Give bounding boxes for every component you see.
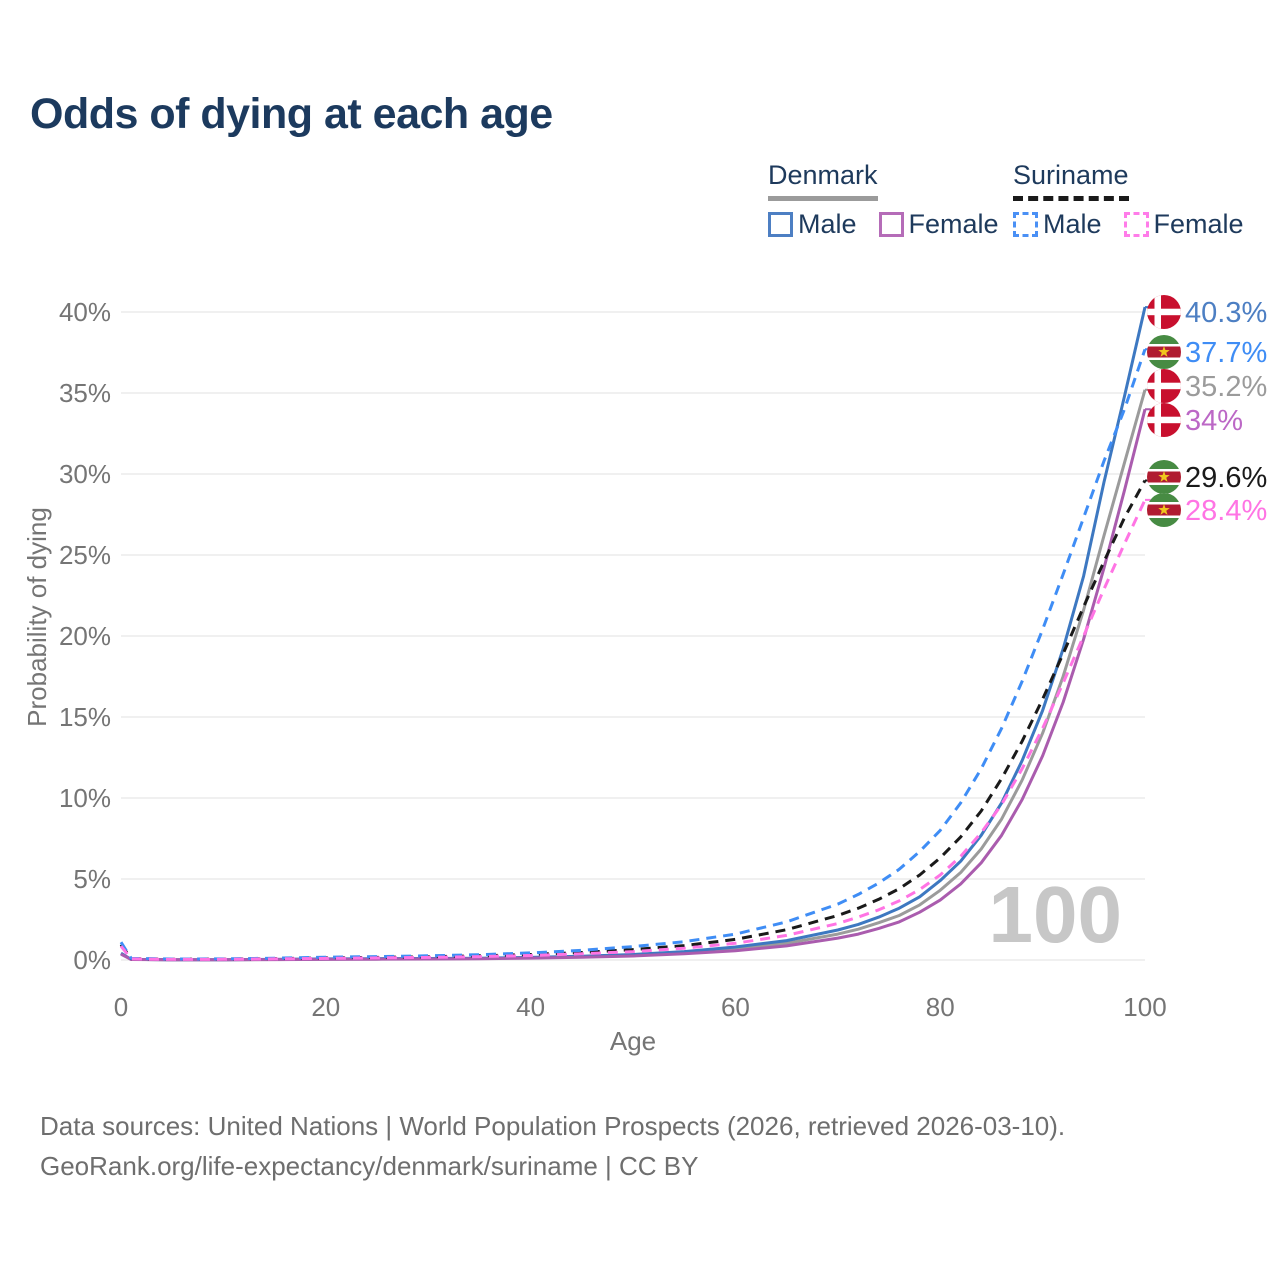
y-tick-label: 40% (59, 297, 111, 327)
y-tick-label: 5% (73, 864, 111, 894)
suriname-flag-icon (1147, 493, 1181, 527)
series-line-denmark-male (120, 306, 1147, 962)
denmark-female-swatch-icon (878, 212, 904, 237)
footer-attribution: GeoRank.org/life-expectancy/denmark/suri… (40, 1151, 699, 1181)
page-title: Odds of dying at each age (30, 90, 553, 138)
suriname-male-swatch-icon (1013, 212, 1038, 237)
legend-label-denmark-female: Female (908, 209, 999, 239)
legend-country-suriname: Suriname (1013, 160, 1129, 201)
y-tick-label: 30% (59, 459, 111, 489)
y-tick-label: 35% (59, 378, 111, 408)
suriname-female-swatch-icon (1123, 212, 1149, 237)
legend-item-suriname-male[interactable]: Male (1013, 209, 1102, 240)
denmark-flag-icon (1147, 295, 1181, 329)
suriname-flag-icon (1147, 335, 1181, 369)
footer-data-sources: Data sources: United Nations | World Pop… (40, 1111, 1066, 1141)
x-tick-label: 40 (516, 992, 545, 1022)
end-value-label-denmark-female: 34% (1185, 405, 1243, 437)
legend-group-denmark: Denmark Male Female (768, 160, 999, 240)
x-tick-label: 60 (721, 992, 750, 1022)
footer: Data sources: United Nations | World Pop… (40, 1106, 1065, 1186)
suriname-flag-icon (1147, 460, 1181, 494)
x-tick-label: 100 (1123, 992, 1166, 1022)
y-tick-label: 0% (73, 945, 111, 975)
end-value-label-denmark-total: 35.2% (1185, 371, 1267, 403)
legend-item-denmark-female[interactable]: Female (878, 209, 999, 240)
x-tick-label: 20 (311, 992, 340, 1022)
legend-item-denmark-male[interactable]: Male (768, 209, 857, 240)
end-value-label-suriname-female: 28.4% (1185, 495, 1267, 527)
denmark-male-swatch-icon (768, 212, 793, 237)
denmark-flag-icon (1147, 369, 1181, 403)
legend-item-suriname-female[interactable]: Female (1123, 209, 1244, 240)
y-axis-title: Probability of dying (22, 507, 52, 727)
age-watermark: 100 (989, 870, 1122, 959)
x-tick-label: 80 (926, 992, 955, 1022)
y-tick-label: 15% (59, 702, 111, 732)
legend-country-denmark: Denmark (768, 160, 878, 201)
end-value-label-suriname-male: 37.7% (1185, 337, 1267, 369)
legend-label-denmark-male: Male (798, 209, 857, 239)
y-tick-label: 25% (59, 540, 111, 570)
y-tick-label: 10% (59, 783, 111, 813)
x-axis-title: Age (610, 1026, 656, 1056)
end-value-label-suriname-total: 29.6% (1185, 462, 1267, 494)
y-tick-label: 20% (59, 621, 111, 651)
end-value-label-denmark-male: 40.3% (1185, 297, 1267, 329)
legend-label-suriname-female: Female (1153, 209, 1244, 239)
x-tick-label: 0 (114, 992, 128, 1022)
denmark-flag-icon (1147, 403, 1181, 437)
legend-label-suriname-male: Male (1043, 209, 1102, 239)
legend-group-suriname: Suriname Male Female (1013, 160, 1244, 240)
series-line-suriname-male (119, 348, 1147, 961)
series-line-suriname-female (119, 499, 1147, 961)
